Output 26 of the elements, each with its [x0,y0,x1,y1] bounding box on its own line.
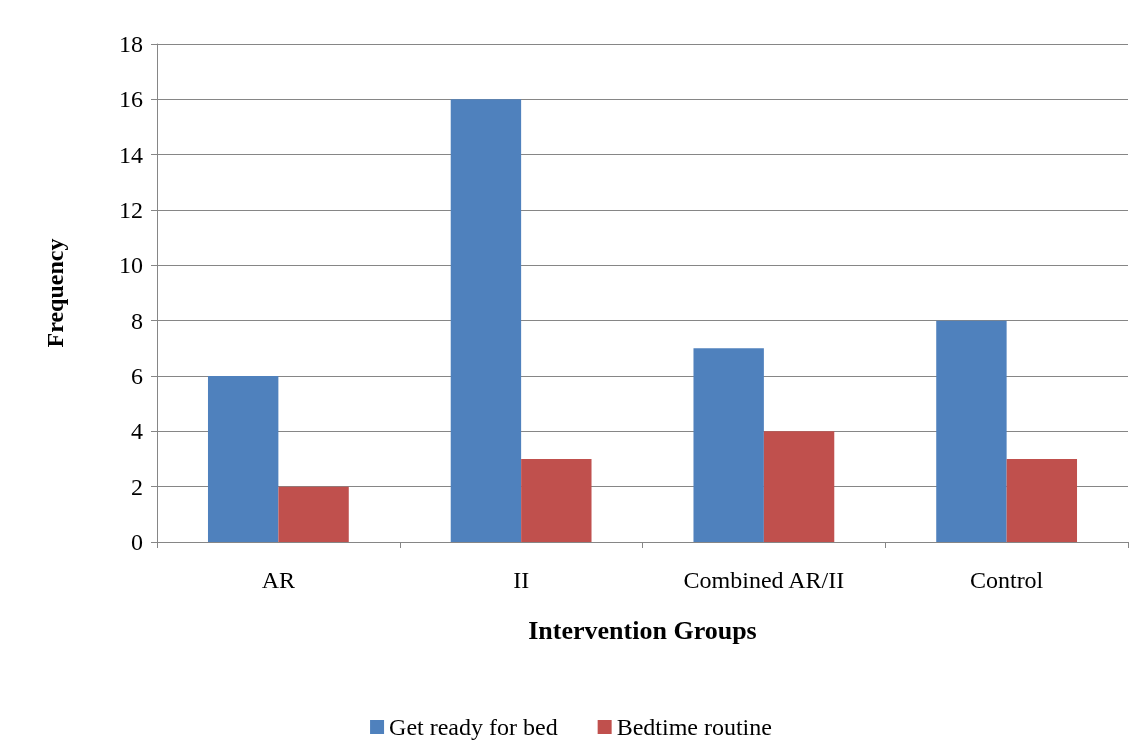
x-axis-title: Intervention Groups [528,615,757,645]
y-tick-label: 2 [131,473,143,500]
x-tick-label: II [513,567,530,593]
legend-label: Bedtime routine [616,714,772,740]
bar [207,376,279,542]
bar [278,486,349,542]
y-tick-label: 10 [119,252,143,279]
y-tick-label: 0 [131,529,143,555]
y-tick-label: 14 [119,141,143,168]
y-tick-label: 6 [131,363,143,389]
x-tick-label: Control [969,567,1044,593]
y-tick-label: 16 [119,86,143,113]
bar [450,99,522,542]
legend-label: Get ready for bed [389,714,558,740]
x-tick-label: Combined AR/II [683,567,845,593]
bar [521,459,592,542]
y-tick-label: 12 [119,197,143,223]
bar [1006,459,1078,542]
x-tick-label: AR [261,567,296,593]
y-axis-title: Frequency [42,238,68,348]
y-tick-label: 8 [131,307,143,334]
bar [763,431,835,542]
bar [693,348,764,542]
bar [936,320,1007,542]
y-tick-label: 4 [131,418,143,445]
y-tick-label: 18 [119,31,143,57]
